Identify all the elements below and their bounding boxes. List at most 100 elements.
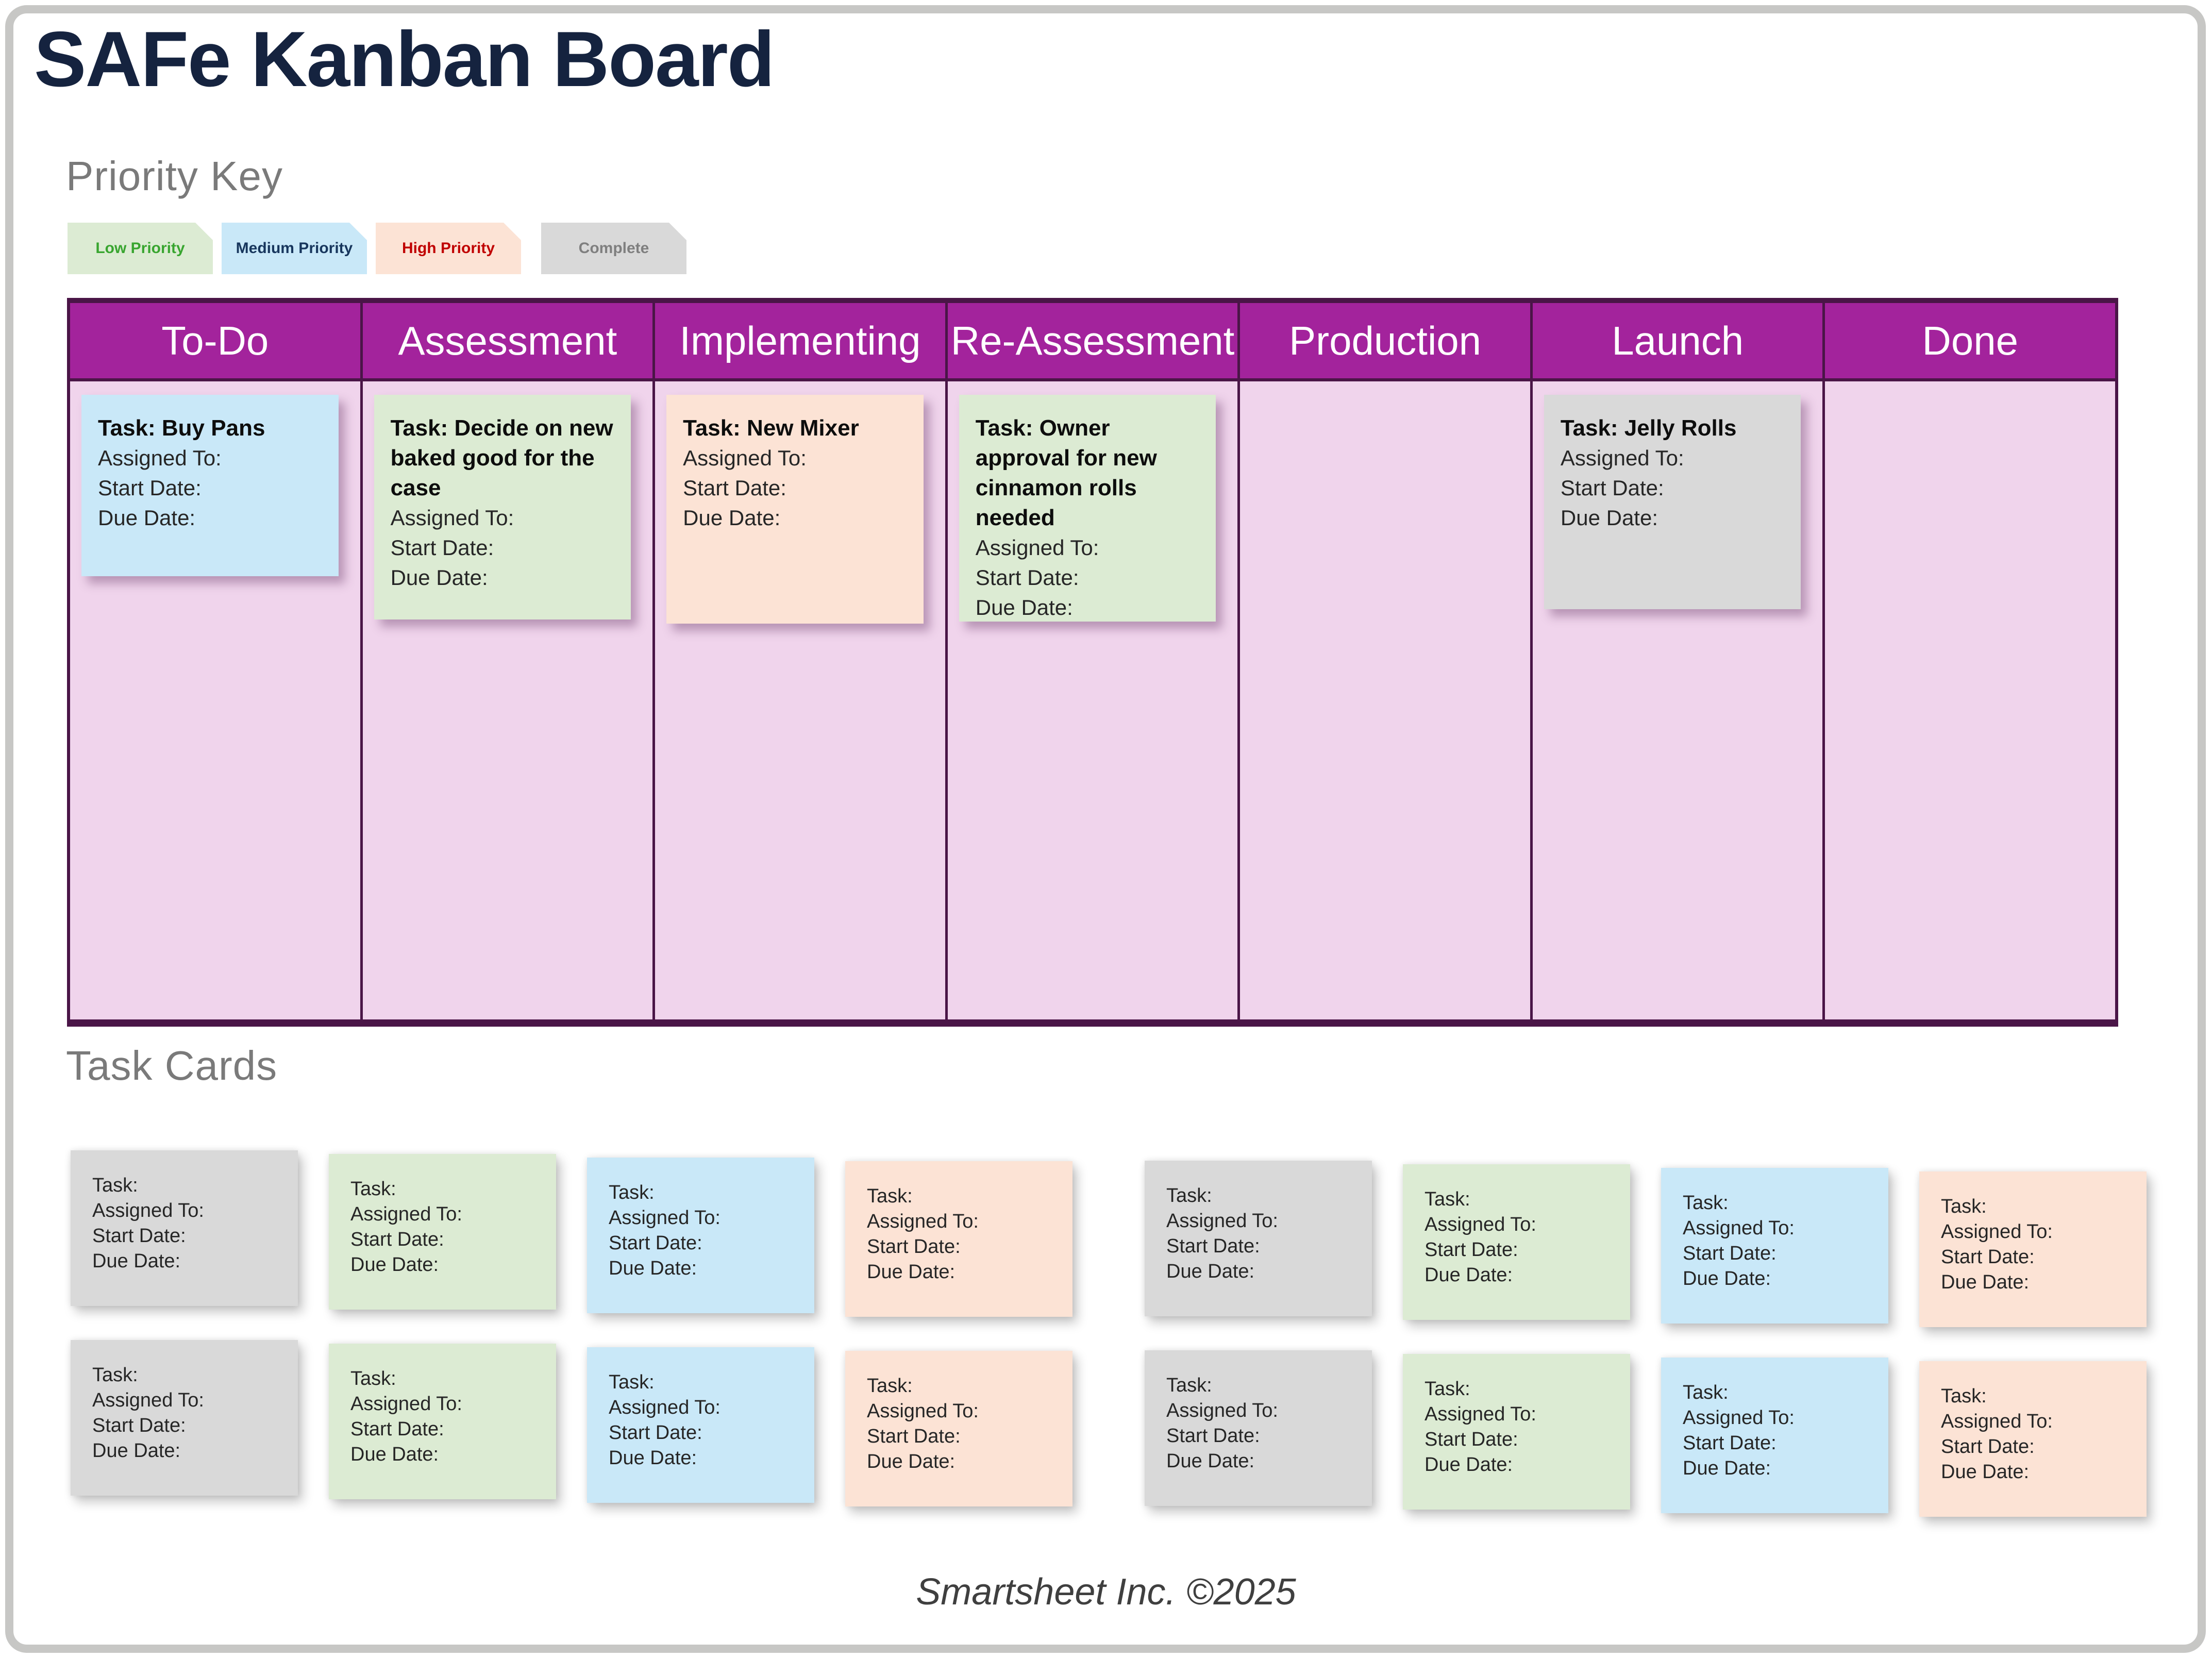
- blank-task-card-green[interactable]: Task: Assigned To: Start Date: Due Date:: [329, 1344, 556, 1499]
- assigned-to-label: Assigned To:: [1683, 1217, 1795, 1239]
- legend-chip-label: Complete: [578, 240, 649, 257]
- kanban-column-launch: Launch Task: Jelly Rolls Assigned To: St…: [1530, 303, 1823, 1019]
- due-date-label: Due Date:: [975, 595, 1073, 619]
- kanban-column-todo: To-Do Task: Buy Pans Assigned To: Start …: [70, 303, 360, 1019]
- legend-chip-complete: Complete: [541, 223, 686, 274]
- kanban-card-jelly-rolls[interactable]: Task: Jelly Rolls Assigned To: Start Dat…: [1544, 395, 1801, 609]
- kanban-card-new-mixer[interactable]: Task: New Mixer Assigned To: Start Date:…: [666, 395, 924, 624]
- start-date-label: Start Date:: [1683, 1432, 1777, 1454]
- task-label: Task:: [867, 1375, 913, 1397]
- blank-task-card-blue[interactable]: Task: Assigned To: Start Date: Due Date:: [1661, 1358, 1888, 1513]
- column-body-production: [1240, 381, 1530, 1019]
- legend-chip-low-priority: Low Priority: [68, 223, 213, 274]
- blank-task-card-orange[interactable]: Task: Assigned To: Start Date: Due Date:: [845, 1351, 1073, 1506]
- blank-task-card-orange[interactable]: Task: Assigned To: Start Date: Due Date:: [1919, 1171, 2147, 1327]
- kanban-column-production: Production: [1237, 303, 1530, 1019]
- column-header-todo: To-Do: [70, 303, 360, 381]
- blank-task-card-green[interactable]: Task: Assigned To: Start Date: Due Date:: [1403, 1164, 1630, 1320]
- task-label: Task:: [92, 1175, 138, 1196]
- assigned-to-label: Assigned To:: [1683, 1407, 1795, 1429]
- assigned-to-label: Assigned To:: [683, 446, 807, 470]
- task-label: Task:: [1941, 1196, 1987, 1217]
- start-date-label: Start Date:: [1166, 1235, 1260, 1257]
- column-body-implementing: Task: New Mixer Assigned To: Start Date:…: [655, 381, 945, 1019]
- due-date-label: Due Date:: [1560, 506, 1658, 530]
- due-date-label: Due Date:: [1166, 1261, 1255, 1282]
- due-date-label: Due Date:: [1941, 1461, 2030, 1483]
- assigned-to-label: Assigned To:: [867, 1400, 979, 1422]
- task-cards-group-right: Task: Assigned To: Start Date: Due Date:…: [1145, 1161, 2147, 1517]
- due-date-label: Due Date:: [390, 565, 488, 590]
- kanban-card-decide-baked-good[interactable]: Task: Decide on new baked good for the c…: [374, 395, 631, 619]
- blank-task-card-green[interactable]: Task: Assigned To: Start Date: Due Date:: [1403, 1354, 1630, 1510]
- kanban-card-title: Task: Decide on new baked good for the c…: [390, 415, 613, 500]
- start-date-label: Start Date:: [975, 565, 1079, 590]
- blank-task-card-gray[interactable]: Task: Assigned To: Start Date: Due Date:: [1145, 1350, 1372, 1506]
- start-date-label: Start Date:: [92, 1415, 186, 1436]
- start-date-label: Start Date:: [867, 1236, 961, 1258]
- kanban-column-assessment: Assessment Task: Decide on new baked goo…: [360, 303, 653, 1019]
- due-date-label: Due Date:: [867, 1261, 956, 1283]
- legend-chip-label: High Priority: [401, 240, 495, 257]
- column-body-reassessment: Task: Owner approval for new cinnamon ro…: [947, 381, 1238, 1019]
- legend-chip-label: Low Priority: [95, 240, 185, 257]
- assigned-to-label: Assigned To:: [1941, 1221, 2053, 1243]
- blank-task-card-gray[interactable]: Task: Assigned To: Start Date: Due Date:: [71, 1150, 298, 1306]
- column-header-production: Production: [1240, 303, 1530, 381]
- kanban-card-title: Task: Owner approval for new cinnamon ro…: [975, 415, 1157, 530]
- assigned-to-label: Assigned To:: [1941, 1411, 2053, 1432]
- blank-task-card-blue[interactable]: Task: Assigned To: Start Date: Due Date:: [587, 1347, 814, 1503]
- blank-task-card-green[interactable]: Task: Assigned To: Start Date: Due Date:: [329, 1154, 556, 1310]
- column-header-assessment: Assessment: [362, 303, 653, 381]
- column-header-done: Done: [1825, 303, 2116, 381]
- assigned-to-label: Assigned To:: [92, 1200, 204, 1221]
- start-date-label: Start Date:: [1425, 1429, 1518, 1450]
- start-date-label: Start Date:: [867, 1426, 961, 1447]
- start-date-label: Start Date:: [350, 1418, 444, 1440]
- kanban-card-title: Task: New Mixer: [683, 415, 859, 441]
- page-title: SAFe Kanban Board: [34, 15, 775, 103]
- assigned-to-label: Assigned To:: [350, 1203, 462, 1225]
- task-label: Task:: [1683, 1192, 1729, 1214]
- task-label: Task:: [1683, 1382, 1729, 1403]
- start-date-label: Start Date:: [92, 1225, 186, 1247]
- due-date-label: Due Date:: [867, 1451, 956, 1472]
- start-date-label: Start Date:: [683, 476, 786, 500]
- assigned-to-label: Assigned To:: [92, 1389, 204, 1411]
- task-label: Task:: [350, 1368, 396, 1389]
- assigned-to-label: Assigned To:: [1560, 446, 1684, 470]
- blank-task-card-blue[interactable]: Task: Assigned To: Start Date: Due Date:: [587, 1158, 814, 1313]
- priority-key-legend: Low Priority Medium Priority High Priori…: [68, 223, 686, 274]
- kanban-column-implementing: Implementing Task: New Mixer Assigned To…: [652, 303, 945, 1019]
- due-date-label: Due Date:: [1425, 1454, 1513, 1476]
- kanban-board: To-Do Task: Buy Pans Assigned To: Start …: [67, 298, 2118, 1027]
- blank-task-card-gray[interactable]: Task: Assigned To: Start Date: Due Date:: [1145, 1161, 1372, 1316]
- start-date-label: Start Date:: [609, 1422, 702, 1444]
- due-date-label: Due Date:: [1683, 1458, 1771, 1479]
- column-header-launch: Launch: [1532, 303, 1823, 381]
- start-date-label: Start Date:: [1425, 1239, 1518, 1261]
- blank-task-card-orange[interactable]: Task: Assigned To: Start Date: Due Date:: [845, 1161, 1073, 1317]
- start-date-label: Start Date:: [98, 476, 202, 500]
- kanban-card-owner-approval[interactable]: Task: Owner approval for new cinnamon ro…: [959, 395, 1216, 622]
- task-label: Task:: [609, 1182, 655, 1203]
- assigned-to-label: Assigned To:: [1425, 1403, 1536, 1425]
- blank-task-card-orange[interactable]: Task: Assigned To: Start Date: Due Date:: [1919, 1361, 2147, 1517]
- due-date-label: Due Date:: [350, 1254, 439, 1276]
- legend-chip-medium-priority: Medium Priority: [222, 223, 367, 274]
- due-date-label: Due Date:: [92, 1250, 181, 1272]
- due-date-label: Due Date:: [350, 1444, 439, 1465]
- column-body-launch: Task: Jelly Rolls Assigned To: Start Dat…: [1532, 381, 1823, 1019]
- task-label: Task:: [1166, 1185, 1212, 1207]
- kanban-column-reassessment: Re-Assessment Task: Owner approval for n…: [945, 303, 1238, 1019]
- kanban-card-title: Task: Buy Pans: [98, 415, 265, 441]
- blank-task-card-blue[interactable]: Task: Assigned To: Start Date: Due Date:: [1661, 1168, 1888, 1324]
- task-label: Task:: [92, 1364, 138, 1386]
- blank-task-card-gray[interactable]: Task: Assigned To: Start Date: Due Date:: [71, 1340, 298, 1496]
- column-body-todo: Task: Buy Pans Assigned To: Start Date: …: [70, 381, 360, 1019]
- kanban-column-done: Done: [1822, 303, 2116, 1019]
- kanban-card-buy-pans[interactable]: Task: Buy Pans Assigned To: Start Date: …: [81, 395, 339, 576]
- assigned-to-label: Assigned To:: [975, 535, 1099, 560]
- assigned-to-label: Assigned To:: [1166, 1400, 1278, 1421]
- assigned-to-label: Assigned To:: [98, 446, 222, 470]
